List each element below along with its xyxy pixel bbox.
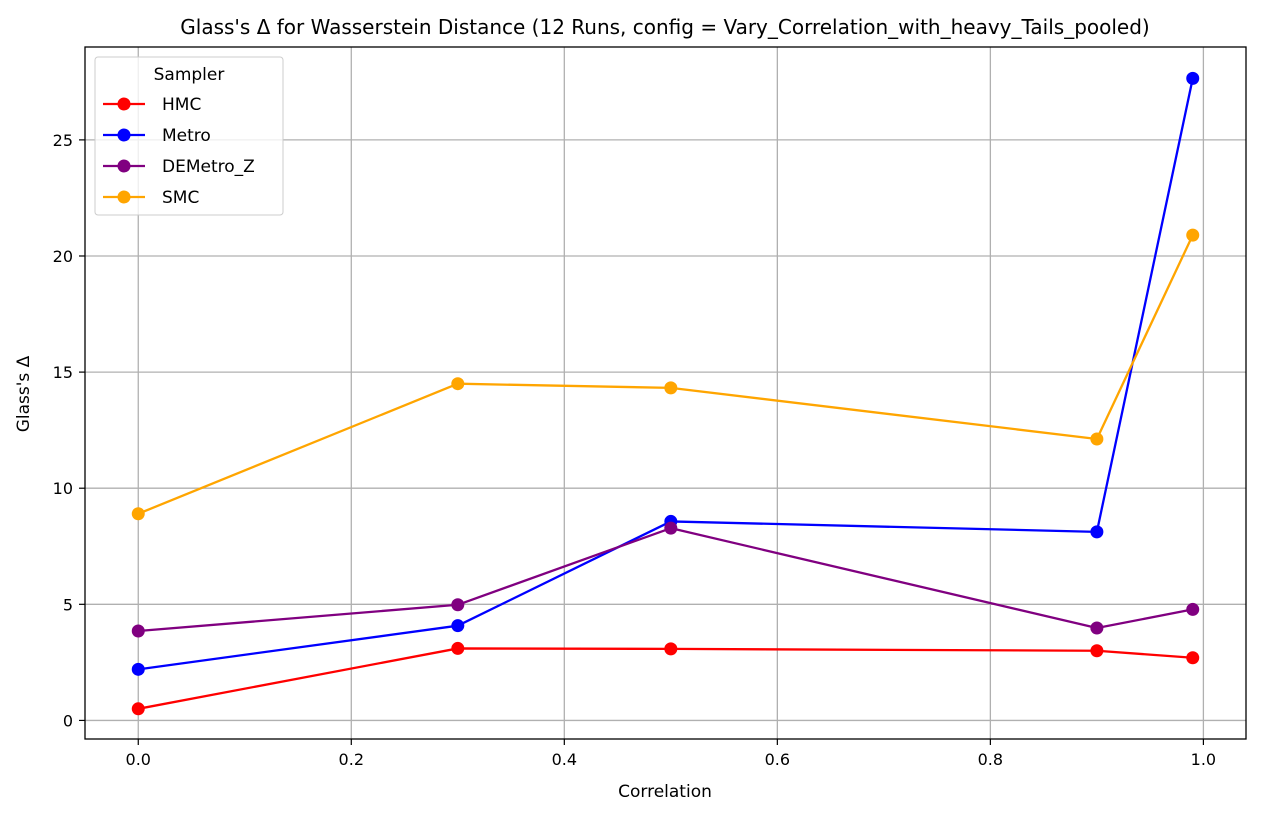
data-point-metro (1186, 71, 1200, 85)
legend-marker-metro (117, 128, 131, 142)
data-point-metro (451, 619, 465, 633)
data-point-smc (451, 377, 465, 391)
series-markers (131, 71, 1200, 716)
data-point-smc (664, 381, 678, 395)
data-point-demetro-z (1090, 621, 1104, 635)
y-tick-label: 10 (53, 479, 73, 498)
legend-label-demetro-z: DEMetro_Z (162, 157, 255, 177)
data-point-hmc (131, 702, 145, 716)
x-tick-label: 0.6 (765, 750, 790, 769)
legend-marker-demetro-z (117, 159, 131, 173)
data-point-demetro-z (1186, 602, 1200, 616)
series-lines (137, 78, 1194, 710)
x-axis-label: Correlation (618, 782, 712, 802)
plot-frame (84, 46, 1247, 740)
legend-marker-hmc (117, 97, 131, 111)
legend-label-metro: Metro (162, 126, 211, 146)
data-point-demetro-z (451, 598, 465, 612)
series-line-demetro-z (138, 526, 1193, 633)
x-tick-label: 0.2 (339, 750, 364, 769)
data-point-hmc (1090, 644, 1104, 658)
series-line-hmc (138, 647, 1193, 710)
data-point-hmc (664, 642, 678, 656)
x-tick-label: 0.4 (552, 750, 577, 769)
legend-item-smc: SMC (103, 188, 199, 208)
legend: Sampler HMC Metro DEMetro_Z SMC (94, 56, 284, 216)
data-point-metro (1090, 525, 1104, 539)
legend-title: Sampler (154, 65, 225, 85)
data-point-metro (131, 662, 145, 676)
y-tick-label: 5 (63, 595, 73, 614)
legend-label-hmc: HMC (162, 95, 201, 115)
data-point-smc (1090, 432, 1104, 446)
data-point-demetro-z (131, 624, 145, 638)
data-point-hmc (1186, 651, 1200, 665)
series-line-smc (137, 234, 1194, 515)
legend-marker-smc (117, 190, 131, 204)
y-tick-label: 20 (53, 247, 73, 266)
legend-label-smc: SMC (162, 188, 199, 208)
data-point-smc (1186, 228, 1200, 242)
legend-item-metro: Metro (103, 126, 211, 146)
legend-item-demetro-z: DEMetro_Z (103, 157, 255, 177)
data-point-smc (131, 507, 145, 521)
x-tick-label: 0.0 (126, 750, 151, 769)
x-tick-label: 1.0 (1191, 750, 1216, 769)
series-line-metro (138, 78, 1194, 671)
legend-item-hmc: HMC (103, 95, 201, 115)
chart-title: Glass's Δ for Wasserstein Distance (12 R… (180, 15, 1149, 39)
x-axis-ticks: 0.0 0.2 0.4 0.6 0.8 1.0 (126, 739, 1216, 769)
x-tick-label: 0.8 (978, 750, 1003, 769)
y-tick-label: 25 (53, 131, 73, 150)
y-axis-ticks: 0 5 10 15 20 25 (53, 131, 85, 730)
y-tick-label: 15 (53, 363, 73, 382)
y-tick-label: 0 (63, 711, 73, 730)
legend-box (94, 56, 284, 216)
data-point-hmc (451, 641, 465, 655)
data-point-demetro-z (664, 521, 678, 535)
y-axis-label: Glass's Δ (14, 355, 34, 432)
